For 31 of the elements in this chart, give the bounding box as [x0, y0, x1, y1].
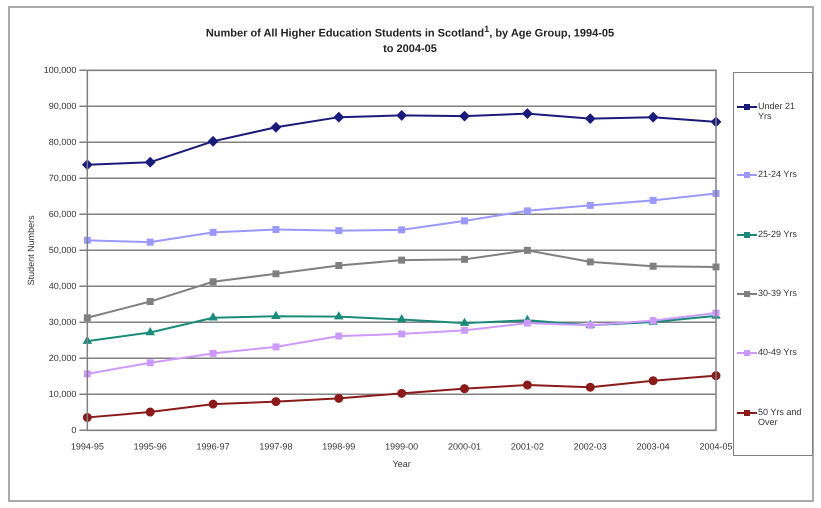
legend-label: 40-49 Yrs [758, 347, 798, 358]
y-tick-label: 70,000 [48, 172, 76, 183]
x-tick-label: 1999-00 [385, 441, 418, 452]
x-tick-label: 2000-01 [448, 441, 482, 452]
legend-label: 50 Yrs and Over [758, 406, 802, 427]
y-tick-label: 90,000 [48, 100, 76, 111]
x-tick-label: 1995-96 [134, 441, 167, 452]
legend-label: 25-29 Yrs [758, 228, 798, 239]
legend-label: 30-39 Yrs [758, 288, 798, 298]
legend-label: Under 21 Yrs [758, 101, 796, 122]
x-tick-label: 2004-05 [699, 441, 733, 452]
x-tick-label: 2002-03 [574, 441, 607, 452]
y-tick-label: 40,000 [48, 280, 76, 291]
chart-title: Number of All Higher Education Students in Scotland$^{1}$, by Age Group, 1994-05 to 2004-05 [206, 24, 614, 55]
x-tick-label: 1994-95 [70, 441, 104, 452]
x-tick-label: 1998-99 [322, 441, 356, 452]
x-tick-label: 1997-98 [259, 441, 292, 452]
x-tick-label: 2001-02 [510, 441, 544, 452]
x-axis-title: Year [392, 459, 411, 470]
x-tick-label: 1996-97 [196, 441, 230, 452]
y-tick-label: 100,000 [44, 64, 76, 75]
y-tick-label: 20,000 [48, 352, 76, 363]
y-tick-label: 30,000 [48, 316, 76, 327]
y-tick-label: 60,000 [48, 208, 76, 219]
y-tick-label: 50,000 [48, 244, 76, 255]
y-tick-label: 0 [71, 424, 76, 435]
legend-label: 21-24 Yrs [758, 169, 798, 180]
y-axis-title: Student Numbers [26, 214, 36, 286]
y-tick-label: 80,000 [48, 136, 76, 147]
y-tick-label: 10,000 [48, 388, 76, 399]
x-tick-label: 2003-04 [636, 441, 670, 452]
